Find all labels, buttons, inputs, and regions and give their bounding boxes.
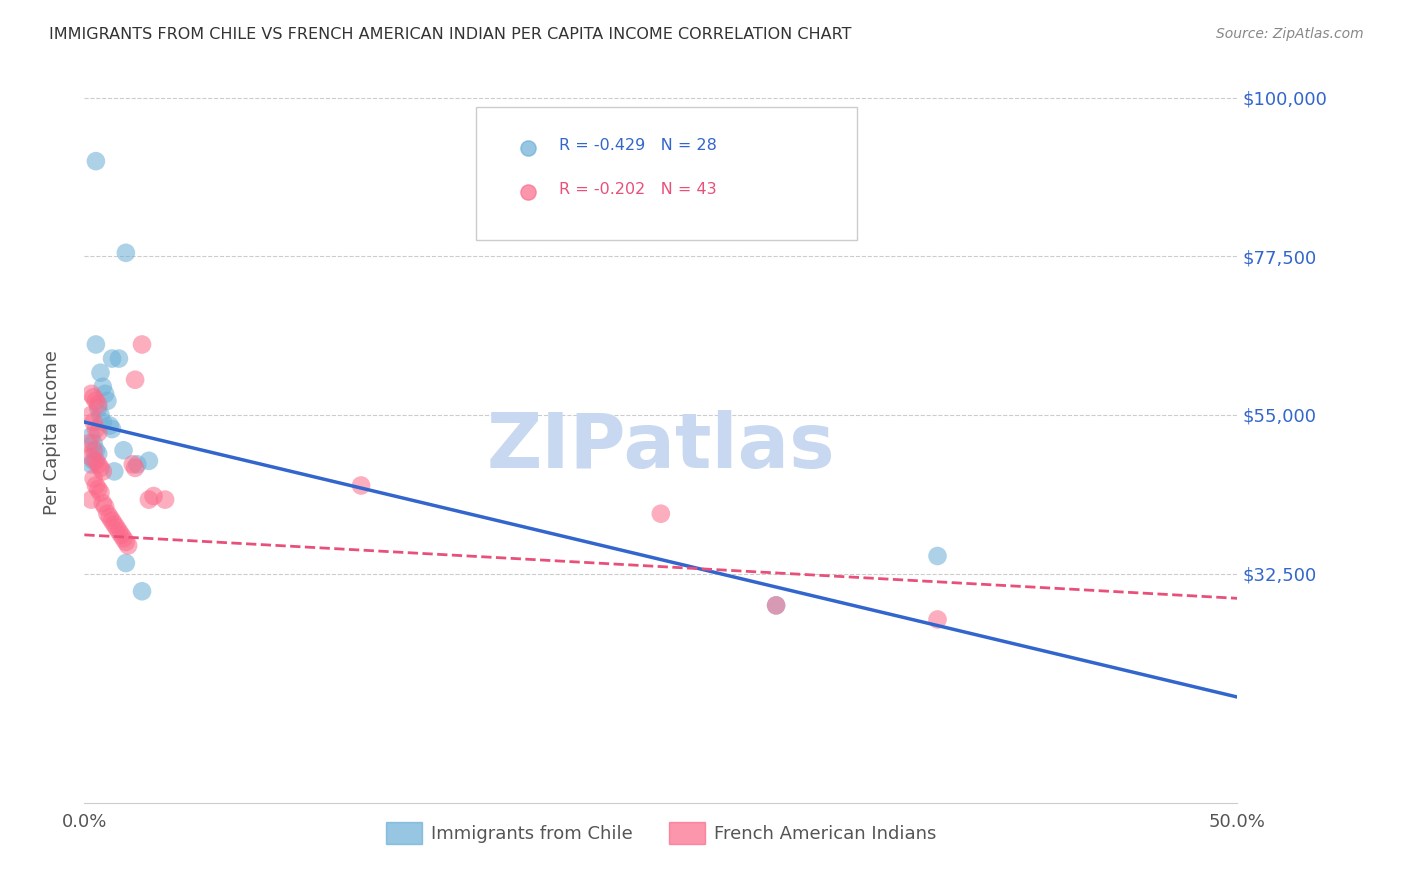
Point: [927, 549, 949, 563]
Text: IMMIGRANTS FROM CHILE VS FRENCH AMERICAN INDIAN PER CAPITA INCOME CORRELATION CH: IMMIGRANTS FROM CHILE VS FRENCH AMERICAN…: [49, 27, 852, 42]
Point: [91, 415, 114, 429]
Point: [138, 454, 160, 468]
Point: [960, 796, 983, 810]
Point: [153, 492, 176, 507]
Point: [115, 535, 138, 549]
Point: [83, 415, 105, 429]
Point: [115, 245, 138, 260]
Point: [765, 599, 787, 613]
Point: [83, 454, 105, 468]
Point: [98, 510, 121, 524]
Point: [112, 532, 135, 546]
FancyBboxPatch shape: [477, 107, 856, 240]
Point: [91, 380, 114, 394]
Text: R = -0.429   N = 28: R = -0.429 N = 28: [560, 138, 717, 153]
Point: [131, 337, 153, 351]
Point: [80, 458, 103, 472]
Point: [87, 401, 110, 415]
Point: [91, 496, 114, 510]
Point: [84, 478, 107, 492]
Point: [350, 478, 373, 492]
Point: [84, 337, 107, 351]
Point: [94, 387, 117, 401]
Point: [117, 538, 139, 552]
Point: [101, 514, 124, 528]
Point: [89, 485, 111, 500]
Legend: Immigrants from Chile, French American Indians: Immigrants from Chile, French American I…: [377, 813, 945, 853]
Point: [84, 422, 107, 436]
Point: [83, 390, 105, 404]
Point: [105, 521, 128, 535]
Text: ZIPatlas: ZIPatlas: [486, 410, 835, 484]
Point: [84, 393, 107, 408]
Point: [91, 464, 114, 478]
Point: [110, 528, 132, 542]
Point: [87, 397, 110, 411]
Point: [87, 425, 110, 440]
Point: [84, 443, 107, 458]
Point: [960, 796, 983, 810]
Point: [103, 464, 125, 478]
Point: [80, 387, 103, 401]
Point: [94, 500, 117, 514]
Point: [765, 599, 787, 613]
Point: [112, 443, 135, 458]
Point: [84, 454, 107, 468]
Point: [650, 507, 672, 521]
Point: [927, 612, 949, 626]
Point: [142, 489, 165, 503]
Point: [87, 482, 110, 496]
Point: [83, 443, 105, 458]
Point: [77, 436, 100, 450]
Point: [83, 471, 105, 485]
Point: [121, 458, 143, 472]
Point: [138, 492, 160, 507]
Point: [89, 408, 111, 422]
Point: [80, 408, 103, 422]
Y-axis label: Per Capita Income: Per Capita Income: [42, 351, 60, 515]
Point: [84, 154, 107, 169]
Point: [87, 447, 110, 461]
Point: [83, 436, 105, 450]
Text: R = -0.202   N = 43: R = -0.202 N = 43: [560, 182, 717, 197]
Point: [89, 366, 111, 380]
Point: [80, 492, 103, 507]
Point: [89, 461, 111, 475]
Text: Source: ZipAtlas.com: Source: ZipAtlas.com: [1216, 27, 1364, 41]
Point: [101, 351, 124, 366]
Point: [108, 351, 131, 366]
Point: [124, 461, 146, 475]
Point: [127, 458, 149, 472]
Point: [96, 507, 118, 521]
Point: [96, 393, 118, 408]
Point: [101, 422, 124, 436]
Point: [124, 373, 146, 387]
Point: [115, 556, 138, 570]
Point: [108, 524, 131, 539]
Point: [103, 517, 125, 532]
Point: [131, 584, 153, 599]
Point: [98, 418, 121, 433]
Point: [87, 458, 110, 472]
Point: [80, 450, 103, 465]
Point: [80, 429, 103, 443]
